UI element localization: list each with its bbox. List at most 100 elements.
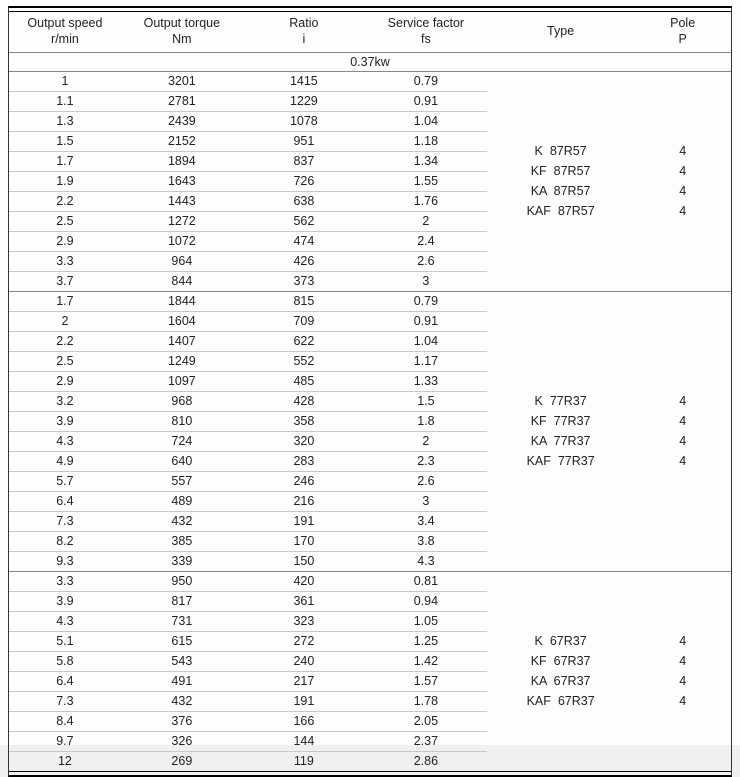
header-service-factor: Service factor fs [365, 11, 487, 52]
cell-torque: 326 [121, 731, 243, 751]
cell-torque: 1844 [121, 291, 243, 311]
cell-ratio: 150 [243, 551, 365, 571]
cell-speed: 2.5 [9, 211, 121, 231]
cell-torque: 968 [121, 391, 243, 411]
pole-item: 4 [634, 141, 731, 161]
section-row: 0.37kw [9, 52, 731, 71]
cell-sf: 1.42 [365, 651, 487, 671]
cell-sf: 1.04 [365, 111, 487, 131]
cell-sf: 1.05 [365, 611, 487, 631]
cell-speed: 3.7 [9, 271, 121, 291]
cell-speed: 2.9 [9, 371, 121, 391]
cell-ratio: 358 [243, 411, 365, 431]
cell-sf: 1.17 [365, 351, 487, 371]
cell-ratio: 373 [243, 271, 365, 291]
cell-ratio: 552 [243, 351, 365, 371]
cell-ratio: 1229 [243, 91, 365, 111]
header-label: Pole [634, 15, 731, 31]
cell-sf: 2.4 [365, 231, 487, 251]
cell-torque: 817 [121, 591, 243, 611]
section-label: 0.37kw [9, 52, 731, 71]
table-frame: Output speed r/min Output torque Nm Rati… [8, 6, 732, 777]
cell-sf: 1.57 [365, 671, 487, 691]
cell-torque: 3201 [121, 71, 243, 91]
pole-item: 4 [634, 691, 731, 711]
cell-sf: 2.3 [365, 451, 487, 471]
cell-speed: 3.3 [9, 571, 121, 591]
header-unit: i [243, 31, 365, 47]
cell-torque: 491 [121, 671, 243, 691]
cell-ratio: 119 [243, 751, 365, 771]
cell-sf: 3.8 [365, 531, 487, 551]
header-output-torque: Output torque Nm [121, 11, 243, 52]
cell-sf: 0.91 [365, 311, 487, 331]
type-item: KAF 77R37 [487, 451, 634, 471]
cell-sf: 4.3 [365, 551, 487, 571]
cell-ratio: 1078 [243, 111, 365, 131]
cell-pole: 4444 [634, 71, 731, 291]
cell-pole: 4444 [634, 571, 731, 771]
cell-ratio: 420 [243, 571, 365, 591]
cell-torque: 1894 [121, 151, 243, 171]
cell-speed: 5.8 [9, 651, 121, 671]
cell-torque: 950 [121, 571, 243, 591]
cell-speed: 7.3 [9, 691, 121, 711]
cell-sf: 0.81 [365, 571, 487, 591]
cell-ratio: 361 [243, 591, 365, 611]
cell-speed: 4.9 [9, 451, 121, 471]
cell-sf: 0.91 [365, 91, 487, 111]
cell-ratio: 320 [243, 431, 365, 451]
cell-speed: 1.1 [9, 91, 121, 111]
cell-sf: 2.37 [365, 731, 487, 751]
cell-torque: 731 [121, 611, 243, 631]
pole-item: 4 [634, 391, 731, 411]
cell-torque: 2152 [121, 131, 243, 151]
cell-sf: 2.86 [365, 751, 487, 771]
type-item: K 77R37 [487, 391, 634, 411]
cell-ratio: 709 [243, 311, 365, 331]
cell-speed: 5.7 [9, 471, 121, 491]
pole-item: 4 [634, 631, 731, 651]
header-ratio: Ratio i [243, 11, 365, 52]
cell-speed: 1 [9, 71, 121, 91]
cell-sf: 0.79 [365, 291, 487, 311]
cell-torque: 810 [121, 411, 243, 431]
cell-ratio: 170 [243, 531, 365, 551]
cell-sf: 3 [365, 491, 487, 511]
cell-sf: 2.05 [365, 711, 487, 731]
header-unit: fs [365, 31, 487, 47]
cell-speed: 1.3 [9, 111, 121, 131]
header-label: Output torque [121, 15, 243, 31]
cell-ratio: 562 [243, 211, 365, 231]
cell-torque: 1272 [121, 211, 243, 231]
cell-ratio: 246 [243, 471, 365, 491]
cell-ratio: 428 [243, 391, 365, 411]
cell-torque: 964 [121, 251, 243, 271]
cell-sf: 1.8 [365, 411, 487, 431]
cell-torque: 2781 [121, 91, 243, 111]
table-row: 1.718448150.79K 77R37KF 77R37KA 77R37KAF… [9, 291, 731, 311]
type-item: K 87R57 [487, 141, 634, 161]
cell-sf: 2 [365, 211, 487, 231]
cell-ratio: 837 [243, 151, 365, 171]
cell-torque: 543 [121, 651, 243, 671]
cell-speed: 2 [9, 311, 121, 331]
cell-torque: 844 [121, 271, 243, 291]
header-unit: P [634, 31, 731, 47]
cell-torque: 557 [121, 471, 243, 491]
cell-speed: 8.4 [9, 711, 121, 731]
cell-ratio: 191 [243, 511, 365, 531]
cell-sf: 1.34 [365, 151, 487, 171]
cell-ratio: 726 [243, 171, 365, 191]
cell-speed: 2.9 [9, 231, 121, 251]
cell-speed: 3.9 [9, 591, 121, 611]
type-item: K 67R37 [487, 631, 634, 651]
cell-speed: 1.9 [9, 171, 121, 191]
cell-sf: 1.33 [365, 371, 487, 391]
cell-torque: 615 [121, 631, 243, 651]
cell-sf: 2.6 [365, 471, 487, 491]
cell-ratio: 240 [243, 651, 365, 671]
cell-speed: 8.2 [9, 531, 121, 551]
cell-torque: 1604 [121, 311, 243, 331]
cell-speed: 1.7 [9, 151, 121, 171]
